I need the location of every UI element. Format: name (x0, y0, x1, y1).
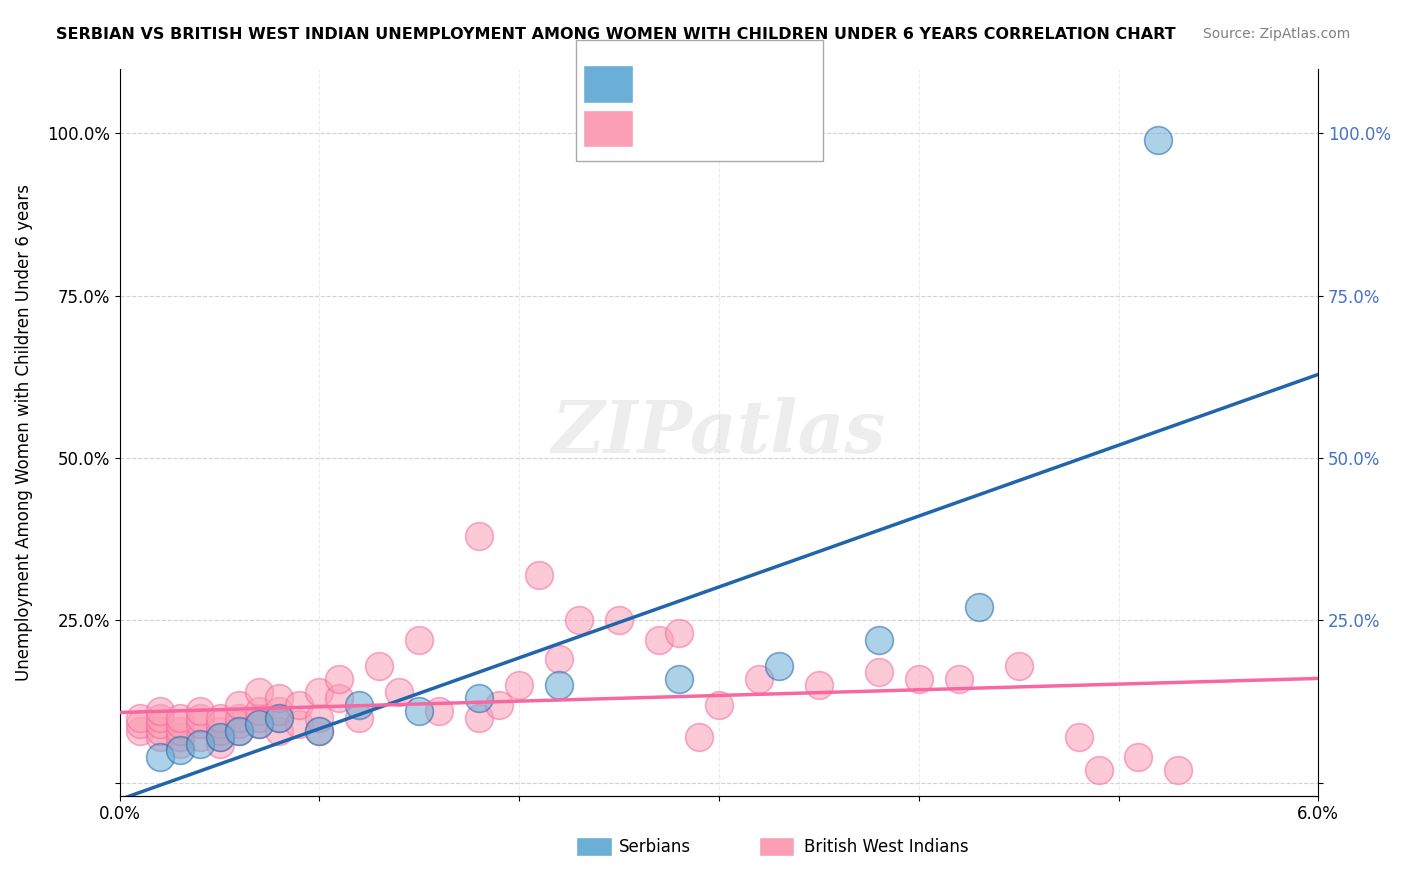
Point (349, 711, 371, 725)
Point (308, 711, 330, 725)
Text: Source: ZipAtlas.com: Source: ZipAtlas.com (1202, 27, 1350, 41)
Point (1128, 749, 1150, 764)
Point (408, 632, 430, 647)
Point (668, 672, 690, 686)
Point (269, 711, 291, 725)
Point (1087, 763, 1109, 777)
Point (1067, 731, 1090, 745)
Point (188, 711, 211, 725)
Point (208, 723, 231, 738)
Point (148, 711, 170, 725)
Point (768, 659, 790, 673)
Point (169, 743, 191, 757)
Y-axis label: Unemployment Among Women with Children Under 6 years: Unemployment Among Women with Children U… (15, 184, 32, 681)
Point (488, 698, 510, 712)
Text: SERBIAN VS BRITISH WEST INDIAN UNEMPLOYMENT AMONG WOMEN WITH CHILDREN UNDER 6 YE: SERBIAN VS BRITISH WEST INDIAN UNEMPLOYM… (56, 27, 1175, 42)
Point (169, 731, 191, 745)
Point (349, 698, 371, 712)
Point (269, 723, 291, 738)
Point (128, 711, 150, 725)
Point (269, 704, 291, 718)
Point (269, 711, 291, 725)
Point (249, 711, 271, 725)
Point (169, 717, 191, 731)
Point (148, 704, 170, 718)
Point (228, 723, 250, 738)
Point (468, 711, 491, 725)
Point (208, 731, 231, 745)
Point (328, 691, 350, 706)
Point (249, 685, 271, 699)
Point (1167, 763, 1189, 777)
Point (1007, 659, 1029, 673)
Point (948, 672, 970, 686)
Point (208, 717, 231, 731)
Text: R = -0.093   N = 68: R = -0.093 N = 68 (643, 107, 806, 125)
Point (388, 685, 411, 699)
Point (548, 652, 571, 666)
Point (408, 704, 430, 718)
Point (807, 678, 830, 692)
Point (527, 568, 550, 582)
Point (148, 749, 170, 764)
Point (249, 717, 271, 731)
Point (668, 626, 690, 640)
Point (228, 723, 250, 738)
Point (188, 731, 211, 745)
Text: Serbians: Serbians (619, 838, 690, 856)
Point (868, 665, 890, 680)
Point (128, 717, 150, 731)
Point (1147, 133, 1170, 147)
Point (188, 717, 211, 731)
Point (249, 717, 271, 731)
Point (169, 711, 191, 725)
Point (188, 737, 211, 751)
Point (967, 600, 990, 615)
Point (868, 632, 890, 647)
Point (308, 723, 330, 738)
Point (548, 678, 571, 692)
Point (228, 711, 250, 725)
Text: R =  0.464   N = 17: R = 0.464 N = 17 (643, 62, 804, 80)
Text: British West Indians: British West Indians (804, 838, 969, 856)
Point (128, 723, 150, 738)
Point (208, 731, 231, 745)
Point (308, 685, 330, 699)
Point (148, 723, 170, 738)
Text: ZIPatlas: ZIPatlas (553, 397, 886, 467)
Point (368, 659, 391, 673)
Point (427, 704, 450, 718)
Point (208, 737, 231, 751)
Point (228, 717, 250, 731)
Point (688, 731, 710, 745)
Point (269, 691, 291, 706)
Point (288, 717, 311, 731)
Point (169, 723, 191, 738)
Point (148, 731, 170, 745)
Point (188, 704, 211, 718)
Point (468, 529, 491, 543)
Point (508, 678, 530, 692)
Point (748, 672, 770, 686)
Point (228, 698, 250, 712)
Point (308, 723, 330, 738)
Point (468, 691, 491, 706)
Point (249, 704, 271, 718)
Point (607, 614, 630, 628)
Point (208, 711, 231, 725)
Point (907, 672, 929, 686)
Point (707, 698, 730, 712)
Point (288, 698, 311, 712)
Point (169, 737, 191, 751)
Point (148, 717, 170, 731)
Point (568, 614, 591, 628)
Point (648, 632, 671, 647)
Point (328, 672, 350, 686)
